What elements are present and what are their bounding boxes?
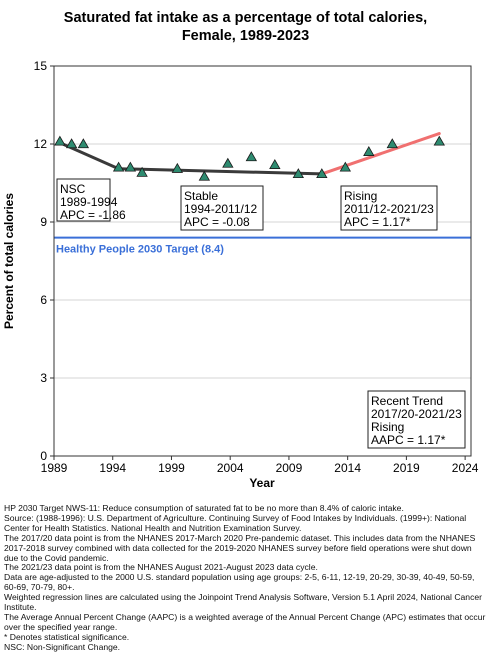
x-axis-label: Year [249, 476, 275, 490]
annotation-nsc-line1: NSC [60, 182, 86, 196]
chart-svg: Healthy People 2030 Target (8.4) 0 3 6 9 12 1… [2, 59, 479, 490]
y-tick-label-9: 9 [40, 215, 47, 229]
y-tick-label-6: 6 [40, 293, 47, 307]
data-point-15 [386, 138, 398, 149]
y-tick-label-12: 12 [34, 137, 48, 151]
annotation-rising-line2: 2011/12-2021/23 [344, 202, 434, 216]
x-tick-label-1989: 1989 [41, 461, 68, 475]
footnote-source: Source: (1988-1996): U.S. Department of … [4, 512, 467, 533]
data-point-3 [112, 161, 125, 172]
trend-segment-2 [117, 167, 324, 176]
y-axis-label: Percent of total calories [2, 193, 16, 329]
x-tick-label-2019: 2019 [393, 461, 420, 475]
footnote-2021-23: The 2021/23 data point is from the NHANE… [4, 562, 318, 573]
y-tick-label-15: 15 [34, 59, 48, 73]
footnotes: HP 2030 Target NWS-11: Reduce consumptio… [4, 503, 488, 653]
footnote-age-adjusted: Data are age-adjusted to the 2000 U.S. s… [4, 572, 475, 593]
footnote-nsc: NSC: Non-Significant Change. [4, 641, 121, 652]
footnote-2017-20: The 2017/20 data point is from the NHANE… [4, 532, 476, 563]
x-tick-label-2004: 2004 [217, 461, 244, 475]
annotation-stable: Stable 1994-2011/12 APC = -0.08 [180, 185, 264, 231]
x-tick-label-1999: 1999 [158, 461, 185, 475]
footnote-target: HP 2030 Target NWS-11: Reduce consumptio… [4, 503, 404, 513]
data-point-14 [363, 145, 375, 156]
plot-frame [53, 65, 472, 457]
target-line-label: Healthy People 2030 Target (8.4) [56, 244, 224, 256]
annotation-stable-line1: Stable [184, 189, 218, 203]
annotation-rising-line3: APC = 1.17* [344, 215, 411, 229]
annotation-recent-line4: AAPC = 1.17* [371, 433, 446, 447]
footnote-regression: Weighted regression lines are calculated… [4, 592, 483, 613]
data-point-12 [316, 168, 328, 179]
x-tick-label-2014: 2014 [334, 461, 361, 475]
annotation-nsc: NSC 1989-1994 APC = -1.86 [56, 178, 126, 222]
data-point-11 [292, 168, 305, 179]
footnote-significance: * Denotes statistical significance. [4, 631, 130, 642]
data-point-6 [171, 162, 184, 173]
annotation-rising-line1: Rising [344, 189, 377, 203]
annotation-stable-line2: 1994-2011/12 [184, 202, 258, 216]
annotation-recent-trend: Recent Trend 2017/20-2021/23 Rising AAPC… [367, 390, 466, 449]
target-line-group: Healthy People 2030 Target (8.4) [54, 236, 471, 256]
chart-title-line1: Saturated fat intake as a percentage of … [63, 10, 428, 26]
data-point-13 [339, 161, 352, 172]
data-point-2 [77, 138, 90, 149]
data-point-5 [136, 166, 148, 177]
y-tick-label-0: 0 [40, 449, 47, 463]
y-axis-ticks: 0 3 6 9 12 15 [34, 59, 54, 463]
data-point-8 [222, 157, 234, 168]
annotation-recent-line1: Recent Trend [371, 394, 443, 408]
data-point-16 [433, 135, 445, 146]
data-point-0 [54, 135, 66, 146]
annotation-stable-line3: APC = -0.08 [184, 215, 250, 229]
trend-segment-3 [320, 132, 441, 176]
x-tick-label-2024: 2024 [452, 461, 479, 475]
chart-title-line2: Female, 1989-2023 [181, 28, 310, 44]
annotation-nsc-line2: 1989-1994 [60, 195, 118, 209]
observed-points [54, 135, 445, 181]
y-tick-label-3: 3 [40, 371, 47, 385]
footnote-aapc: The Average Annual Percent Change (AAPC)… [4, 611, 486, 632]
data-point-10 [269, 158, 281, 169]
chart-title: Saturated fat intake as a percentage of … [0, 9, 491, 45]
annotation-rising: Rising 2011/12-2021/23 APC = 1.17* [340, 185, 438, 231]
data-point-4 [124, 161, 137, 172]
annotation-recent-line2: 2017/20-2021/23 [371, 407, 462, 421]
data-point-1 [65, 138, 78, 149]
x-axis-ticks: 1989 1994 1999 2004 2009 2014 2019 2024 [41, 456, 479, 475]
x-tick-label-1994: 1994 [99, 461, 126, 475]
annotation-nsc-line3: APC = -1.86 [60, 208, 126, 222]
annotation-recent-line3: Rising [371, 420, 404, 434]
x-tick-label-2009: 2009 [276, 461, 303, 475]
data-point-9 [245, 151, 258, 162]
data-point-7 [198, 170, 211, 181]
